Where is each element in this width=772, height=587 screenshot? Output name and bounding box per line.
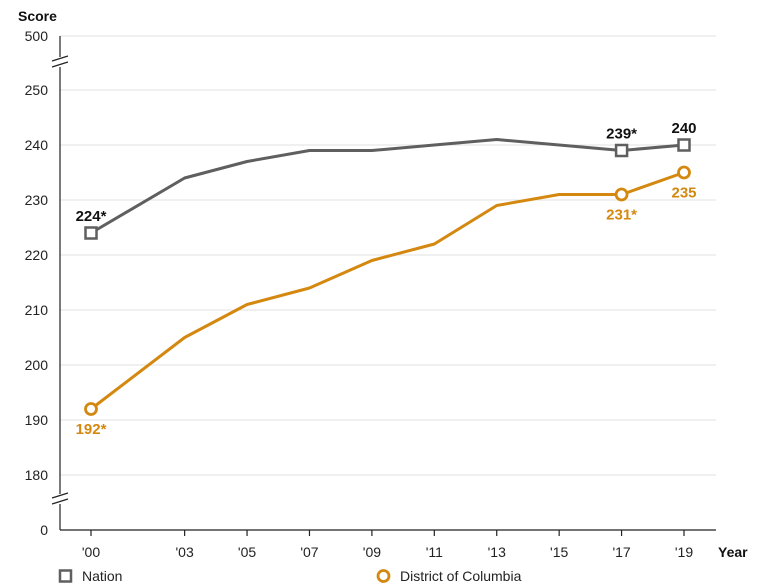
legend-label: District of Columbia: [400, 568, 522, 584]
axis-break-mark: [51, 492, 69, 499]
y-tick-label: 200: [25, 357, 49, 373]
data-label-nation: 224*: [76, 208, 107, 225]
x-tick-label: '03: [176, 544, 194, 560]
legend-swatch: [58, 569, 73, 583]
y-tick-label: 210: [25, 302, 49, 318]
data-point-district-of-columbia: [614, 187, 629, 202]
legend-item-nation: Nation: [58, 568, 122, 584]
data-point-nation: [677, 138, 691, 152]
y-tick-label: 250: [25, 82, 49, 98]
data-label-nation: 239*: [606, 126, 637, 143]
series-line-nation: [90, 138, 685, 235]
y-tick-label: 220: [25, 247, 49, 263]
y-tick-label: 190: [25, 412, 49, 428]
data-point-nation: [84, 226, 98, 240]
x-tick-label: '07: [300, 544, 318, 560]
x-tick-label: '11: [426, 544, 443, 560]
data-label-district-of-columbia: 192*: [76, 421, 107, 438]
x-tick-label: '00: [82, 544, 100, 560]
x-axis-title: Year: [718, 544, 748, 560]
legend: Nation District of Columbia: [58, 568, 522, 584]
y-tick-label: 180: [25, 467, 49, 483]
x-tick-label: '09: [363, 544, 381, 560]
x-tick-label: '15: [550, 544, 568, 560]
axes: Score Year 0 180 190 200 210 220 230 240 250 500 '…: [18, 8, 748, 560]
x-tick-label: '17: [612, 544, 630, 560]
y-tick-label: 240: [25, 137, 49, 153]
data-labels: 224* 239* 240 192* 231* 235: [76, 120, 697, 438]
data-point-nation: [614, 143, 629, 158]
axis-break-mark: [51, 61, 69, 68]
y-axis-title: Score: [18, 8, 57, 24]
y-tick-label: 0: [40, 522, 48, 538]
data-point-district-of-columbia: [677, 165, 691, 180]
x-tick-label: '13: [488, 544, 506, 560]
legend-label: Nation: [82, 568, 122, 584]
x-tick-label: '05: [238, 544, 256, 560]
axis-break-mark: [51, 498, 69, 505]
legend-item-district-of-columbia: District of Columbia: [376, 568, 522, 584]
series: [84, 138, 691, 416]
legend-swatch: [376, 569, 391, 583]
data-point-district-of-columbia: [84, 402, 98, 416]
y-tick-label: 230: [25, 192, 49, 208]
series-line-district-of-columbia: [90, 171, 685, 411]
data-label-district-of-columbia: 235: [671, 185, 696, 202]
y-tick-label: 500: [25, 28, 49, 44]
axis-break-mark: [51, 55, 69, 62]
data-label-district-of-columbia: 231*: [606, 207, 637, 224]
data-label-nation: 240: [671, 120, 696, 137]
x-tick-label: '19: [675, 544, 693, 560]
